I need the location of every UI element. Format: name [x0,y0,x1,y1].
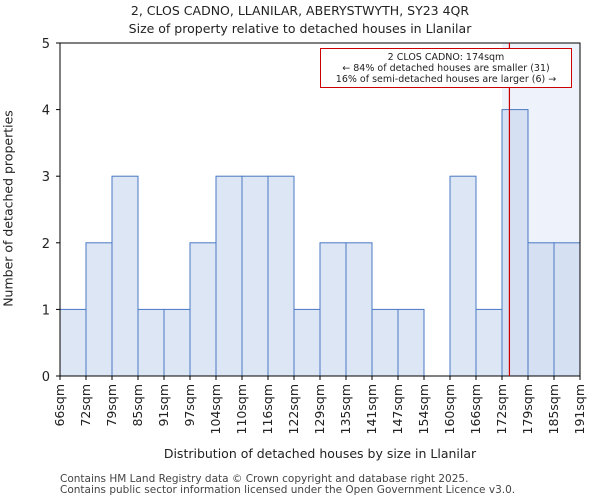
x-tick-label: 66sqm [52,384,67,427]
x-tick-label: 141sqm [364,384,379,434]
annotation-line-1: 2 CLOS CADNO: 174sqm [387,52,505,63]
x-tick-label: 147sqm [390,384,405,434]
bar-104sqm [215,175,243,377]
x-tick-label: 185sqm [546,384,561,434]
y-tick-label: 3 [42,170,50,185]
bar-185sqm [553,242,581,377]
x-tick-label: 122sqm [286,384,301,434]
x-tick-label: 72sqm [78,384,93,427]
x-tick-label: 110sqm [234,384,249,434]
x-tick-label: 91sqm [156,384,171,427]
x-axis-label: Distribution of detached houses by size … [163,446,477,461]
footer-line-1: Contains HM Land Registry data © Crown c… [60,473,469,485]
bar-97sqm [189,242,217,377]
x-tick-label: 129sqm [312,384,327,434]
bar-166sqm [475,308,503,377]
bar-85sqm [137,308,165,377]
bar-147sqm [397,308,425,377]
x-tick-label: 179sqm [520,384,535,434]
bar-135sqm [345,242,373,377]
y-tick-label: 0 [42,370,50,385]
x-tick-label: 166sqm [468,384,483,434]
x-tick-label: 116sqm [260,384,275,434]
bar-72sqm [85,242,113,377]
bar-172sqm [501,109,529,377]
chart-subtitle: Size of property relative to detached ho… [128,21,472,36]
bar-79sqm [111,175,139,377]
x-tick-label: 135sqm [338,384,353,434]
bar-91sqm [163,308,191,377]
y-tick-label: 4 [42,104,50,119]
y-tick-label: 2 [42,237,50,252]
x-tick-label: 97sqm [182,384,197,427]
bar-122sqm [293,308,321,377]
annotation-line-3: 16% of semi-detached houses are larger (… [335,74,557,85]
bar-179sqm [527,242,555,377]
y-tick-label: 5 [42,37,50,52]
bar-66sqm [59,308,87,377]
x-tick-label: 191sqm [572,384,587,434]
x-tick-label: 154sqm [416,384,431,434]
x-tick-label: 85sqm [130,384,145,427]
chart-title: 2, CLOS CADNO, LLANILAR, ABERYSTWYTH, SY… [130,3,470,18]
bar-116sqm [267,175,295,377]
marker-annotation: 2 CLOS CADNO: 174sqm ← 84% of detached h… [320,48,572,88]
bar-129sqm [319,242,347,377]
x-tick-label: 172sqm [494,384,509,434]
footer-line-2: Contains public sector information licen… [60,484,516,496]
bar-141sqm [371,308,399,377]
x-tick-label: 160sqm [442,384,457,434]
x-tick-label: 79sqm [104,384,119,427]
x-tick-label: 104sqm [208,384,223,434]
bar-110sqm [241,175,269,377]
annotation-line-2: ← 84% of detached houses are smaller (31… [342,63,550,74]
bar-160sqm [449,175,477,377]
y-tick-label: 1 [42,303,50,318]
